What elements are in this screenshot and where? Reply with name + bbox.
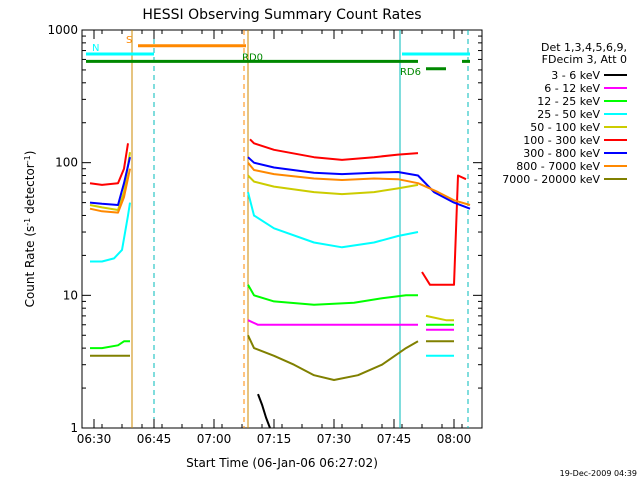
- legend-entry-label: 7000 - 20000 keV: [502, 173, 600, 186]
- flag-label-rd0: RD0: [242, 52, 263, 63]
- series-line-3: [247, 191, 419, 249]
- series-line-1: [247, 319, 418, 326]
- series-line-4: [425, 314, 454, 322]
- y-tick-label: 100: [55, 156, 78, 170]
- x-tick-label: 07:00: [197, 432, 232, 446]
- chart-title: HESSI Observing Summary Count Rates: [142, 7, 421, 23]
- legend-entry-label: 300 - 800 keV: [523, 147, 600, 160]
- legend-entry-label: 100 - 300 keV: [523, 134, 600, 147]
- legend-entry-label: 3 - 6 keV: [551, 69, 600, 82]
- series-line-4: [247, 174, 419, 196]
- series-line-2: [247, 284, 418, 306]
- series-line-5: [249, 138, 419, 161]
- y-tick-label: 1: [70, 421, 78, 435]
- series-line-7: [247, 162, 471, 206]
- footer-timestamp: 19-Dec-2009 04:39: [560, 469, 637, 478]
- y-tick-label: 1000: [47, 23, 78, 37]
- legend-entry-label: 12 - 25 keV: [537, 95, 600, 108]
- legend-entry-label: 50 - 100 keV: [530, 121, 600, 134]
- series-line-6: [247, 156, 471, 210]
- y-axis-label: Count Rate (s-1 detector-1): [23, 151, 38, 308]
- series-line-2: [90, 340, 130, 350]
- flag-label-rd6: RD6: [400, 67, 421, 78]
- flag-label-n: N: [92, 43, 99, 54]
- series-line-0: [257, 393, 271, 429]
- series-line-5: [89, 143, 129, 186]
- legend-entry-label: 6 - 12 keV: [544, 82, 600, 95]
- x-axis-label: Start Time (06-Jan-06 06:27:02): [186, 456, 378, 470]
- series-line-3: [90, 202, 131, 263]
- legend: Det 1,3,4,5,6,9, FDecim 3, Att 0 3 - 6 k…: [502, 41, 627, 186]
- series-line-5: [421, 174, 467, 286]
- x-tick-label: 08:00: [437, 432, 472, 446]
- legend-header-line2: FDecim 3, Att 0: [542, 53, 627, 66]
- y-tick-label: 10: [63, 288, 78, 302]
- legend-entry-label: 25 - 50 keV: [537, 108, 600, 121]
- plot-frame: [81, 29, 483, 429]
- series-line-7: [89, 168, 131, 214]
- series-line-6: [89, 156, 131, 206]
- flag-label-s: S: [126, 35, 132, 46]
- x-tick-label: 07:15: [257, 432, 292, 446]
- x-tick-label: 06:30: [77, 432, 112, 446]
- x-tick-label: 06:45: [137, 432, 172, 446]
- legend-entry-label: 800 - 7000 keV: [516, 160, 600, 173]
- x-tick-label: 07:45: [377, 432, 412, 446]
- series-line-8: [247, 334, 419, 381]
- x-tick-label: 07:30: [317, 432, 352, 446]
- legend-header-line1: Det 1,3,4,5,6,9,: [541, 41, 627, 54]
